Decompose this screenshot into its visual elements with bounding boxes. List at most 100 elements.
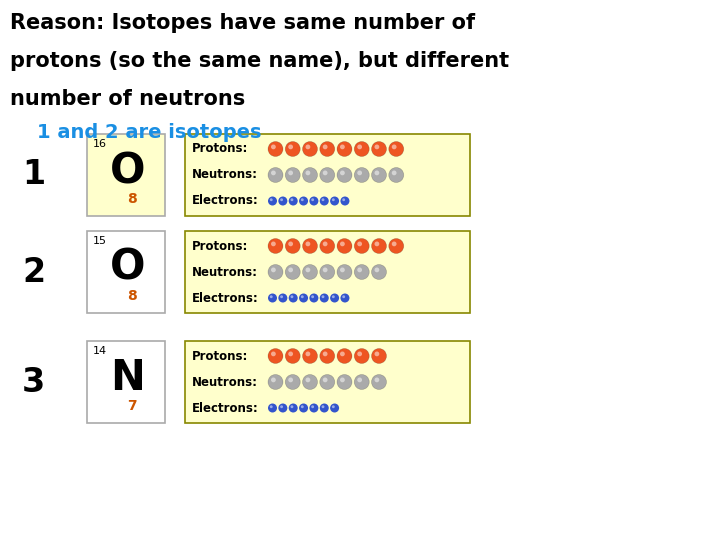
Circle shape — [285, 265, 300, 280]
Circle shape — [288, 145, 293, 149]
Circle shape — [389, 141, 404, 157]
FancyBboxPatch shape — [185, 134, 470, 216]
Circle shape — [270, 406, 273, 408]
Circle shape — [288, 377, 293, 382]
Circle shape — [288, 352, 293, 356]
Circle shape — [337, 265, 352, 280]
Circle shape — [372, 239, 387, 253]
Text: 14: 14 — [93, 346, 107, 356]
Circle shape — [372, 348, 387, 363]
Circle shape — [268, 239, 283, 253]
Circle shape — [320, 167, 335, 183]
Circle shape — [320, 375, 335, 389]
Circle shape — [337, 348, 352, 363]
Circle shape — [323, 352, 328, 356]
Circle shape — [357, 241, 362, 246]
Text: Reason: Isotopes have same number of: Reason: Isotopes have same number of — [10, 13, 475, 33]
Text: 8: 8 — [127, 192, 137, 206]
Circle shape — [357, 171, 362, 176]
Circle shape — [270, 198, 273, 201]
Circle shape — [302, 141, 318, 157]
Circle shape — [285, 141, 300, 157]
Circle shape — [301, 295, 304, 298]
Circle shape — [332, 406, 335, 408]
Circle shape — [271, 171, 276, 176]
Circle shape — [357, 377, 362, 382]
Text: Electrons:: Electrons: — [192, 292, 258, 305]
Circle shape — [285, 348, 300, 363]
Circle shape — [271, 377, 276, 382]
Text: Neutrons:: Neutrons: — [192, 168, 258, 181]
Circle shape — [332, 295, 335, 298]
Circle shape — [337, 239, 352, 253]
Circle shape — [310, 294, 318, 302]
Circle shape — [299, 294, 308, 302]
Text: 1 and 2 are isotopes: 1 and 2 are isotopes — [10, 123, 261, 142]
Circle shape — [305, 352, 310, 356]
Circle shape — [340, 145, 345, 149]
Circle shape — [389, 239, 404, 253]
Circle shape — [305, 171, 310, 176]
Circle shape — [289, 197, 297, 206]
Circle shape — [290, 198, 293, 201]
Circle shape — [322, 295, 325, 298]
Text: N: N — [111, 357, 145, 399]
Circle shape — [372, 265, 387, 280]
Circle shape — [305, 241, 310, 246]
Circle shape — [374, 171, 379, 176]
Circle shape — [323, 171, 328, 176]
Circle shape — [301, 198, 304, 201]
Circle shape — [285, 167, 300, 183]
Circle shape — [302, 348, 318, 363]
Circle shape — [337, 167, 352, 183]
Circle shape — [271, 145, 276, 149]
Text: number of neutrons: number of neutrons — [10, 89, 246, 109]
Circle shape — [279, 294, 287, 302]
Circle shape — [288, 267, 293, 272]
Circle shape — [323, 377, 328, 382]
Circle shape — [268, 348, 283, 363]
Circle shape — [357, 145, 362, 149]
Circle shape — [330, 403, 339, 413]
Circle shape — [299, 403, 308, 413]
Circle shape — [271, 267, 276, 272]
Circle shape — [340, 171, 345, 176]
Circle shape — [374, 241, 379, 246]
Circle shape — [288, 241, 293, 246]
Circle shape — [270, 295, 273, 298]
Circle shape — [268, 403, 277, 413]
Circle shape — [354, 375, 369, 389]
Circle shape — [354, 167, 369, 183]
FancyBboxPatch shape — [87, 134, 165, 216]
Circle shape — [268, 197, 277, 206]
Text: 16: 16 — [93, 139, 107, 149]
Circle shape — [340, 377, 345, 382]
Circle shape — [322, 198, 325, 201]
Circle shape — [374, 145, 379, 149]
FancyBboxPatch shape — [185, 341, 470, 423]
Circle shape — [320, 403, 329, 413]
Circle shape — [310, 403, 318, 413]
Circle shape — [341, 294, 349, 302]
Text: Neutrons:: Neutrons: — [192, 266, 258, 279]
Circle shape — [340, 241, 345, 246]
Text: O: O — [110, 150, 145, 192]
Circle shape — [299, 197, 308, 206]
Text: Neutrons:: Neutrons: — [192, 375, 258, 388]
Circle shape — [357, 352, 362, 356]
Circle shape — [320, 141, 335, 157]
Circle shape — [374, 377, 379, 382]
Circle shape — [340, 352, 345, 356]
Circle shape — [392, 145, 397, 149]
Circle shape — [372, 141, 387, 157]
Circle shape — [311, 406, 314, 408]
Text: 8: 8 — [127, 289, 137, 303]
Circle shape — [330, 197, 339, 206]
Text: O: O — [110, 247, 145, 289]
Circle shape — [392, 241, 397, 246]
Circle shape — [323, 241, 328, 246]
Circle shape — [337, 375, 352, 389]
Circle shape — [305, 377, 310, 382]
Circle shape — [302, 167, 318, 183]
Circle shape — [372, 375, 387, 389]
